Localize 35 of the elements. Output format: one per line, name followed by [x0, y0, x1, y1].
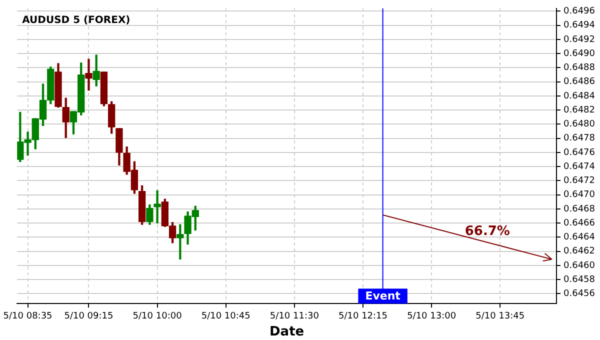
x-tick-label: 5/10 09:15	[64, 311, 114, 322]
x-tick-label: 5/10 11:30	[270, 311, 320, 322]
x-tick-label: 5/10 08:35	[3, 311, 52, 322]
y-tick-label: 0.6470	[564, 190, 596, 200]
y-tick-label: 0.6472	[564, 176, 596, 186]
y-tick-label: 0.6482	[564, 105, 596, 116]
candlestick	[85, 58, 92, 91]
y-tick-label: 0.6496	[564, 6, 596, 17]
y-tick-label: 0.6462	[564, 246, 596, 257]
x-tick-label: 5/10 12:15	[338, 311, 388, 322]
annotation: 66.7%	[464, 224, 510, 239]
y-tick-label: 0.6464	[564, 232, 596, 243]
y-tick-label: 0.6490	[564, 48, 596, 59]
y-tick-label: 0.6458	[564, 274, 596, 285]
x-tick-label: 5/10 10:45	[201, 311, 250, 322]
y-tick-label: 0.6494	[564, 20, 596, 31]
y-tick-label: 0.6468	[564, 204, 596, 214]
y-tick-label: 0.6474	[564, 162, 596, 172]
y-tick-label: 0.6492	[564, 34, 596, 45]
y-tick-label: 0.6478	[564, 134, 596, 144]
y-tick-label: 0.6484	[564, 91, 596, 102]
y-tick-label: 0.6480	[564, 120, 596, 130]
x-tick-label: 5/10 13:45	[476, 311, 525, 322]
x-tick-label: 5/10 13:00	[407, 311, 456, 322]
candlestick	[154, 190, 161, 224]
x-tick-label: 5/10 10:00	[132, 311, 182, 322]
y-tick-label: 0.6466	[564, 218, 596, 228]
y-tick-label: 0.6460	[564, 260, 596, 271]
ref-line-label: Event	[365, 289, 400, 302]
x-axis-title: Date	[270, 324, 304, 340]
y-tick-label: 0.6486	[564, 77, 596, 88]
y-tick-label: 0.6476	[564, 148, 596, 158]
y-tick-label: 0.6488	[564, 63, 596, 74]
y-tick-label: 0.6456	[564, 289, 596, 300]
text: AUDUSD 5 (FOREX)	[22, 14, 130, 26]
